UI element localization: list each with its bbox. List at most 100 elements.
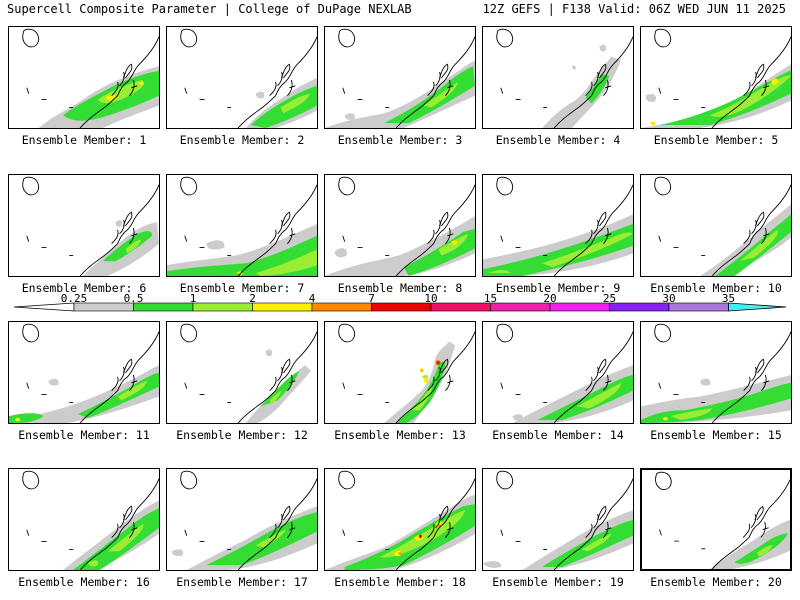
- coastline-segment: [711, 184, 791, 276]
- coastline: [496, 323, 633, 423]
- coastline-segment: [119, 71, 125, 87]
- scp-lightgreen-area: [269, 390, 282, 405]
- scp-contours: [38, 66, 159, 128]
- map-plot-4: [496, 28, 633, 128]
- ensemble-map-1: [8, 26, 160, 129]
- coastline: [22, 470, 159, 570]
- map-plot-16: [22, 470, 159, 570]
- scp-gray-area: [599, 44, 606, 52]
- coastline-segment: [277, 219, 283, 235]
- scp-gray-area: [641, 64, 791, 128]
- map-plot-17: [171, 470, 317, 570]
- coastline-segment: [277, 513, 283, 529]
- ensemble-member-label: Ensemble Member: 19: [492, 575, 624, 589]
- legend-tick-label: 30: [662, 292, 676, 305]
- scp-gray-area: [710, 519, 790, 569]
- coastline-segment: [603, 227, 612, 244]
- coastline-segment: [654, 176, 672, 196]
- coastline-segment: [277, 71, 283, 87]
- coastline-segment: [342, 382, 390, 403]
- coastline-segment: [287, 521, 296, 538]
- coastline-segment: [654, 323, 672, 343]
- map-plot-5: [641, 28, 791, 128]
- scp-gray-area: [334, 248, 348, 258]
- coastline-segment: [500, 235, 548, 256]
- coastline-segment: [711, 479, 790, 569]
- legend-tick-label: 4: [308, 292, 316, 305]
- coastline-segment: [111, 229, 119, 244]
- ensemble-map-15: [640, 321, 792, 424]
- scp-gray-area: [171, 549, 184, 557]
- map-plot-14: [496, 323, 633, 423]
- coastline: [496, 28, 633, 128]
- coastline-segment: [751, 71, 757, 87]
- coastline-segment: [281, 63, 291, 79]
- coastline-segment: [593, 71, 599, 87]
- map-plot-8: [325, 176, 475, 276]
- map-plot-18: [325, 470, 475, 570]
- ensemble-member-label: Ensemble Member: 16: [18, 575, 150, 589]
- coastline-segment: [281, 505, 291, 521]
- coastline-segment: [269, 81, 277, 96]
- coastline: [654, 323, 791, 423]
- coastline-segment: [180, 28, 198, 48]
- scp-yellow-area: [14, 418, 21, 422]
- coastline-segment: [129, 227, 138, 244]
- ensemble-member-label: Ensemble Member: 20: [650, 575, 782, 589]
- coastline-segment: [755, 358, 765, 374]
- scp-contours: [245, 349, 312, 423]
- coastline-segment: [237, 184, 317, 276]
- ensemble-member-label: Ensemble Member: 8: [337, 281, 463, 295]
- coastline: [180, 176, 317, 276]
- coastline-segment: [593, 366, 599, 382]
- scp-gray-area: [325, 494, 475, 570]
- coastline-segment: [79, 184, 159, 276]
- coastline-segment: [338, 470, 356, 490]
- coastline-segment: [395, 478, 475, 570]
- legend-tick-label: 2: [249, 292, 256, 305]
- scp-lightgreen-area: [438, 233, 469, 256]
- coastline-segment: [553, 184, 633, 276]
- scp-gray-area: [186, 506, 317, 570]
- coastline-segment: [439, 358, 449, 374]
- coastline-segment: [79, 478, 159, 570]
- legend-tick-label: 7: [368, 292, 375, 305]
- ensemble-map-4: [482, 26, 634, 129]
- map-plot-12: [180, 323, 317, 423]
- scp-lightgreen-area: [576, 382, 622, 409]
- coastline-segment: [427, 523, 435, 538]
- scp-gray-area: [265, 349, 273, 357]
- coastline-segment: [435, 366, 441, 382]
- scp-gray-area: [115, 220, 123, 227]
- scp-lightgreen-area: [107, 523, 144, 552]
- coastline-segment: [129, 79, 138, 96]
- coastline-segment: [658, 235, 706, 256]
- coastline: [496, 176, 633, 276]
- coastline-segment: [184, 382, 232, 403]
- ensemble-member-label: Ensemble Member: 1: [21, 133, 147, 147]
- scp-contours: [710, 519, 790, 569]
- coastline-segment: [597, 505, 607, 521]
- scp-green-area: [641, 382, 791, 423]
- map-plot-15: [641, 323, 791, 423]
- coastline-segment: [553, 36, 633, 128]
- ensemble-member-label: Ensemble Member: 10: [650, 281, 782, 295]
- coastline-segment: [277, 366, 283, 382]
- ensemble-member-label: Ensemble Member: 13: [334, 428, 466, 442]
- scp-gray-area: [483, 214, 633, 276]
- scp-contours: [384, 341, 456, 423]
- coastline-segment: [496, 28, 514, 48]
- scp-contours: [325, 494, 475, 570]
- coastline-segment: [123, 505, 133, 521]
- coastline-segment: [500, 529, 548, 550]
- coastline-segment: [22, 28, 40, 48]
- coastline-segment: [553, 331, 633, 423]
- coastline-segment: [184, 529, 232, 550]
- coastline-segment: [79, 331, 159, 423]
- scp-green-area: [344, 504, 475, 570]
- legend-tick-label: 25: [602, 292, 617, 305]
- map-plot-1: [22, 28, 159, 128]
- coastline-segment: [755, 63, 765, 79]
- ensemble-map-11: [8, 321, 160, 424]
- scp-gray-area: [206, 240, 225, 250]
